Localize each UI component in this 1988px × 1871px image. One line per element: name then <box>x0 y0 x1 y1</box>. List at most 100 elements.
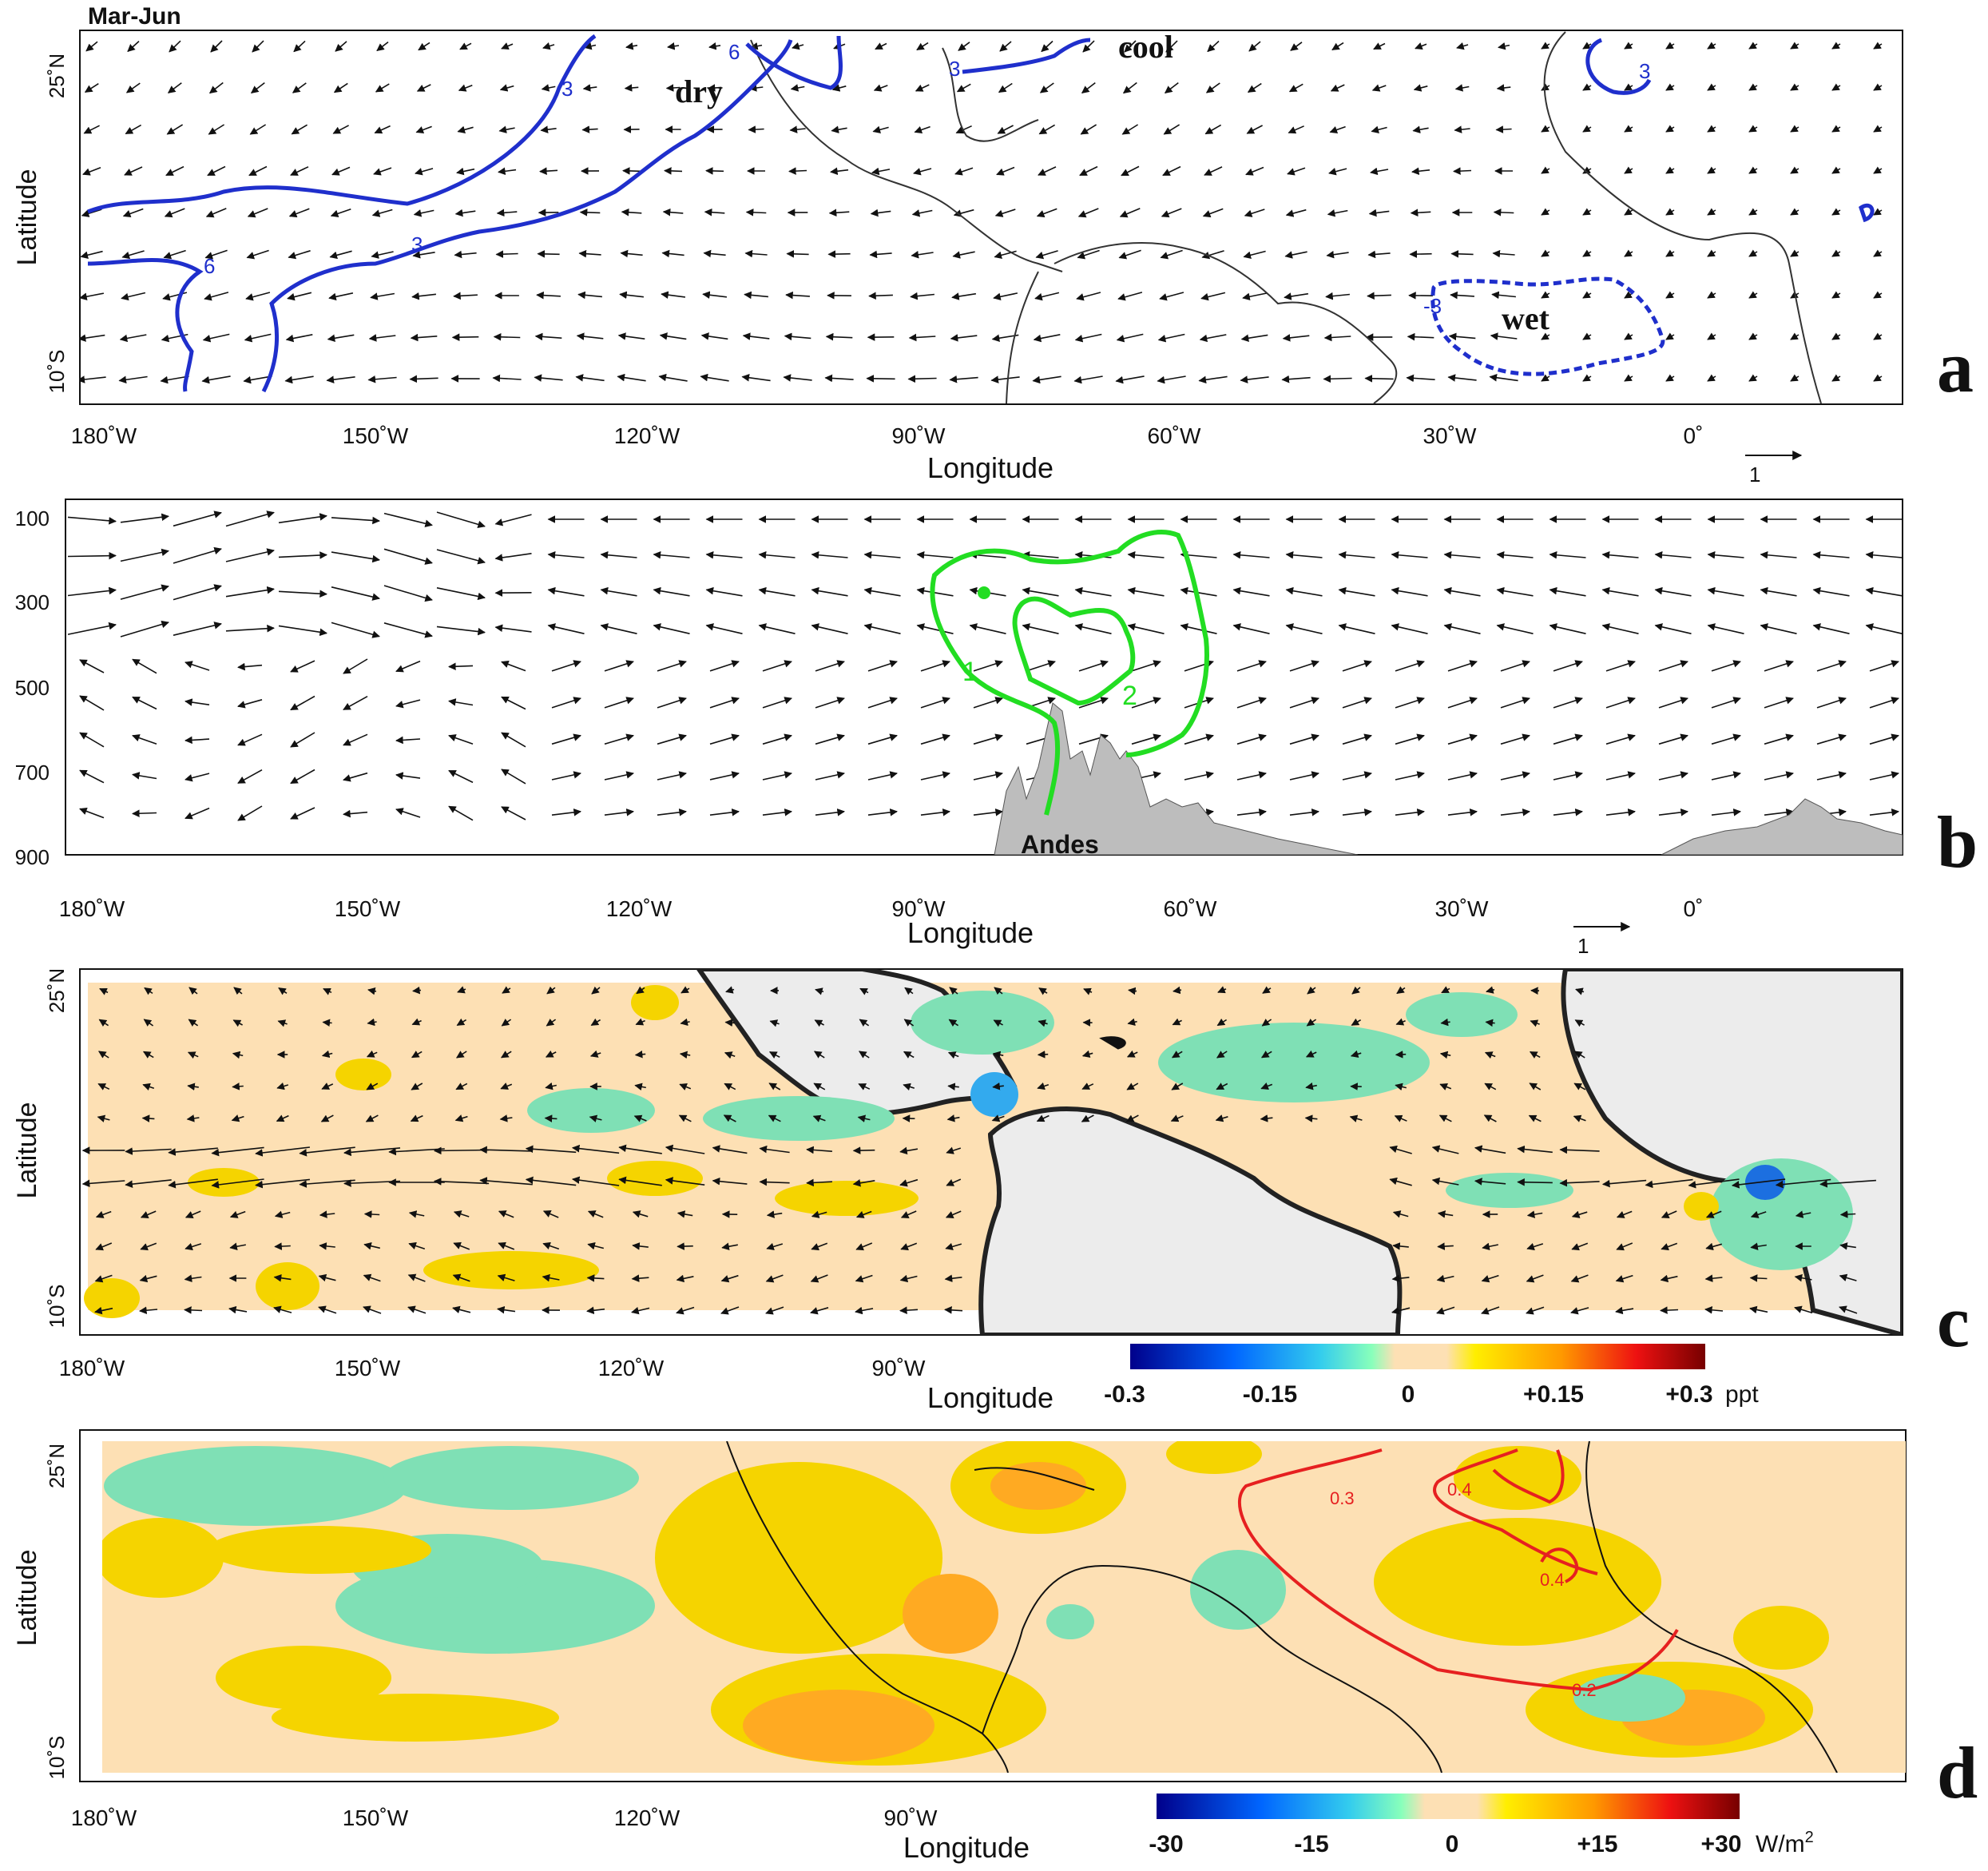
wind-vector <box>916 550 954 559</box>
wind-vector <box>1131 660 1161 672</box>
wind-vector <box>665 1144 705 1154</box>
wind-vector <box>661 291 686 299</box>
wind-vector <box>949 375 978 383</box>
wind-vector <box>1243 250 1266 259</box>
wind-vector <box>184 1306 203 1314</box>
wind-vector <box>1236 808 1267 816</box>
wind-vector <box>436 549 486 565</box>
wind-vector <box>225 548 275 562</box>
wind-vector <box>1409 250 1432 258</box>
wind-vector <box>1447 374 1477 382</box>
wind-vector <box>225 586 275 598</box>
vector-key-label: 1 <box>1749 463 1760 487</box>
wind-vector <box>498 125 515 133</box>
wind-vector <box>857 1114 871 1122</box>
wind-vector <box>591 986 601 995</box>
wind-vector <box>1245 166 1264 176</box>
wind-vector <box>1413 84 1428 92</box>
wind-vector <box>1035 250 1058 260</box>
wind-vector <box>1453 167 1472 175</box>
wind-vector <box>1481 1274 1499 1283</box>
x-tick-label: 180˚W <box>71 1805 137 1830</box>
wind-vector <box>1541 125 1550 133</box>
wind-vector <box>1624 332 1633 340</box>
x-tick-label: 150˚W <box>343 1805 409 1830</box>
wind-vector <box>899 1146 919 1155</box>
wind-vector <box>624 84 639 92</box>
wind-vector <box>1839 1305 1858 1314</box>
wind-vector <box>1127 1018 1137 1027</box>
wind-vector <box>1198 375 1228 384</box>
wind-vector <box>1559 1146 1600 1154</box>
wind-vector <box>1582 208 1592 216</box>
wind-vector <box>1624 166 1633 174</box>
wind-vector <box>1624 208 1633 216</box>
wind-vector <box>204 292 229 301</box>
wind-vector <box>742 332 770 340</box>
wind-vector <box>551 660 581 672</box>
wind-vector <box>1244 209 1265 217</box>
wind-vector <box>1116 333 1144 343</box>
wind-vector <box>1307 986 1316 995</box>
wind-vector <box>1491 291 1516 300</box>
wind-vector <box>700 332 728 340</box>
wind-vector <box>1032 375 1061 384</box>
wind-vector <box>383 512 433 527</box>
wind-vector <box>1173 986 1182 995</box>
wind-vector <box>586 1306 605 1315</box>
wind-vector <box>497 1273 515 1281</box>
wind-vector <box>1873 374 1883 382</box>
wind-vector <box>665 1177 705 1186</box>
wind-vector <box>667 42 680 50</box>
wind-vector <box>1026 660 1056 672</box>
wind-vector <box>824 374 854 383</box>
wind-vector <box>208 81 224 94</box>
wind-vector <box>1443 550 1481 559</box>
wind-vector <box>958 42 970 51</box>
wind-vector <box>576 332 604 340</box>
wind-vector <box>452 1273 470 1282</box>
wind-vector <box>363 1242 380 1250</box>
wind-vector <box>448 769 474 784</box>
wind-vector <box>1570 1307 1589 1315</box>
wind-vector <box>187 1082 199 1090</box>
colorbar-tick: -30 <box>1149 1831 1183 1857</box>
wind-vector <box>1368 209 1390 217</box>
panel-a: Mar-Jun 3 6 6 <box>12 3 1974 487</box>
wind-vector <box>185 773 210 782</box>
contour-label: 2 <box>1122 681 1137 711</box>
wind-vector <box>318 1273 336 1282</box>
wind-vector <box>363 1210 380 1218</box>
wind-vector <box>1328 168 1347 176</box>
x-tick-label: 180˚W <box>59 1356 125 1380</box>
wind-vector <box>371 209 393 217</box>
wind-vector <box>700 373 729 382</box>
wind-vector <box>1201 250 1224 260</box>
wind-vector <box>1750 1242 1767 1250</box>
wind-vector <box>541 84 556 92</box>
wind-vector <box>1624 125 1633 133</box>
wind-vector <box>132 734 157 745</box>
wind-vector <box>84 83 99 93</box>
wind-vector <box>1440 1018 1450 1027</box>
wind-vector <box>94 1306 113 1315</box>
wind-vector <box>625 42 638 50</box>
wind-vector <box>811 623 848 634</box>
wind-vector <box>858 1083 871 1090</box>
wind-vector <box>827 250 851 258</box>
wind-vector <box>1665 83 1675 91</box>
colorbar-d <box>1157 1794 1740 1819</box>
wind-vector <box>331 551 380 563</box>
wind-vector <box>910 292 934 300</box>
wind-vector <box>408 1210 425 1218</box>
panel-label-d: d <box>1937 1732 1978 1813</box>
wind-vector <box>376 41 389 52</box>
x-tick-label: 150˚W <box>343 423 409 448</box>
wind-vector <box>492 374 522 383</box>
wind-vector <box>80 375 106 383</box>
wind-vector <box>1204 124 1221 135</box>
wind-vector <box>721 1242 738 1250</box>
wind-vector <box>852 1179 875 1187</box>
panel-a-ylabels: 25˚N 10˚S Latitude <box>12 54 69 394</box>
wind-vector <box>792 42 804 50</box>
